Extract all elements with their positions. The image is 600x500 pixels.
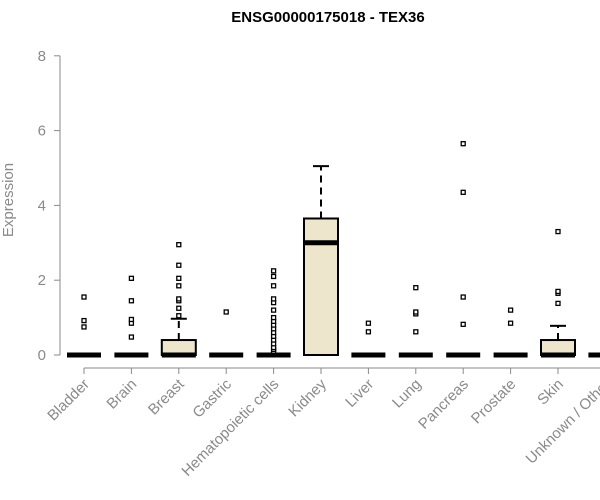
y-tick-label: 8 [38, 48, 46, 65]
chart-title: ENSG00000175018 - TEX36 [231, 9, 424, 26]
outlier-point [176, 283, 182, 289]
box-group [351, 320, 386, 358]
outlier-point [555, 300, 561, 307]
y-tick-label: 4 [38, 197, 46, 214]
outlier-point [176, 242, 182, 248]
outlier-point [176, 262, 182, 268]
y-tick-label: 6 [38, 123, 46, 140]
y-axis: 0 2 4 6 8 [38, 48, 61, 364]
x-tick-label: Kidney [285, 375, 330, 420]
outlier-point [81, 294, 87, 300]
outlier-point [507, 320, 514, 326]
outlier-point [270, 273, 277, 280]
y-tick-label: 0 [38, 347, 46, 364]
box-group [256, 268, 291, 358]
outlier-point [460, 321, 466, 327]
x-tick-label: Skin [534, 376, 567, 409]
x-tick-label: Lung [389, 376, 425, 412]
x-tick-label: Bladder [44, 376, 93, 425]
outlier-point [270, 296, 277, 302]
y-axis-label: Expression [0, 163, 17, 237]
boxes [67, 141, 600, 358]
x-tick-label: Breast [145, 375, 188, 418]
x-tick-label: Pancreas [415, 376, 472, 433]
outlier-point [413, 285, 419, 291]
y-tick-label: 2 [38, 272, 46, 289]
outlier-point [128, 275, 135, 281]
outlier-point [365, 329, 372, 335]
outlier-point [270, 307, 277, 313]
box-group [446, 141, 481, 358]
box-group [540, 228, 576, 358]
outlier-point [81, 317, 87, 324]
outlier-point [176, 313, 182, 319]
outlier-point [128, 334, 135, 340]
outlier-point [413, 329, 419, 335]
box-group [398, 285, 433, 358]
outlier-point [176, 296, 182, 302]
outlier-point [176, 275, 182, 281]
outlier-point [81, 324, 87, 330]
outlier-point [555, 288, 561, 295]
outlier-point [128, 298, 135, 304]
box-group [493, 307, 528, 358]
outlier-point [460, 189, 466, 195]
x-tick-label: Gastric [189, 375, 235, 421]
outlier-point [555, 228, 561, 235]
x-tick-label: Prostate [468, 376, 520, 428]
box-group [114, 275, 149, 358]
box-group [209, 309, 244, 358]
outlier-point [270, 283, 277, 289]
box-group [67, 294, 101, 358]
box-group [588, 352, 600, 358]
outlier-point [460, 294, 466, 300]
box [303, 217, 339, 356]
outlier-point [460, 141, 466, 147]
box-group [303, 165, 339, 356]
x-tick-label: Brain [103, 376, 140, 413]
x-tick-label: Liver [342, 376, 377, 411]
box-group [160, 242, 197, 358]
outlier-point [176, 305, 182, 311]
outlier-point [128, 316, 135, 323]
outlier-point [507, 307, 514, 313]
outlier-point [270, 314, 277, 321]
outlier-point [223, 309, 229, 315]
outlier-point [270, 268, 277, 274]
outlier-point [413, 309, 419, 315]
outlier-point [365, 320, 372, 326]
